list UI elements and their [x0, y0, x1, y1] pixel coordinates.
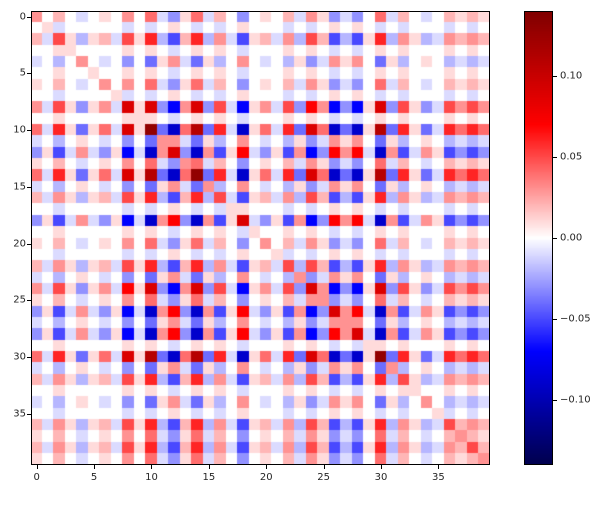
x-axis-tick-mark — [438, 465, 440, 469]
colorbar-tick-mark — [553, 400, 557, 402]
x-axis-tick-label: 20 — [259, 472, 273, 483]
y-axis-tick-mark — [27, 16, 31, 18]
y-axis-tick-label: 15 — [13, 181, 26, 193]
x-axis-tick-label: 5 — [90, 472, 98, 483]
x-axis-tick-mark — [323, 465, 325, 469]
x-axis-tick-label: 0 — [33, 472, 40, 483]
y-axis-tick-mark — [27, 413, 31, 415]
colorbar-tick-mark — [553, 156, 557, 158]
x-axis-tick-label: 15 — [202, 472, 216, 483]
colorbar-tick-mark — [553, 319, 557, 321]
y-axis-tick-label: 35 — [13, 408, 26, 420]
x-axis-tick-label: 25 — [317, 472, 330, 483]
y-axis-tick-label: 5 — [19, 67, 26, 79]
x-axis-tick-label: 35 — [431, 472, 445, 483]
y-axis-tick-mark — [27, 186, 31, 188]
x-axis-tick-mark — [380, 465, 382, 469]
y-axis-tick-label: 25 — [13, 294, 26, 306]
colorbar-tick-label: 0.05 — [560, 151, 583, 163]
y-axis-tick-mark — [27, 357, 31, 359]
colorbar-tick-mark — [553, 75, 557, 77]
x-axis-tick-mark — [266, 465, 268, 469]
x-axis-tick-mark — [94, 465, 96, 469]
y-axis-tick-label: 20 — [13, 238, 26, 250]
x-axis-tick-mark — [36, 465, 38, 469]
colorbar-tick-label: −0.05 — [560, 313, 591, 325]
colorbar-tick-label: 0.00 — [560, 232, 583, 244]
y-axis-tick-mark — [27, 130, 31, 132]
y-axis-tick-mark — [27, 73, 31, 75]
heatmap-image — [31, 11, 490, 465]
colorbar-tick-label: 0.10 — [560, 70, 583, 82]
y-axis-tick-label: 30 — [13, 351, 26, 363]
y-axis-tick-label: 0 — [19, 11, 26, 23]
x-axis-tick-label: 10 — [145, 472, 158, 483]
x-axis-tick-mark — [208, 465, 210, 469]
x-axis-tick-label: 30 — [374, 472, 388, 483]
colorbar-tick-mark — [553, 238, 557, 239]
y-axis-tick-label: 10 — [13, 124, 26, 136]
y-axis-tick-mark — [27, 300, 31, 302]
colorbar-tick-label: −0.10 — [560, 394, 591, 406]
y-axis-tick-mark — [27, 243, 31, 245]
colorbar — [524, 11, 553, 465]
x-axis-tick-mark — [151, 465, 153, 469]
